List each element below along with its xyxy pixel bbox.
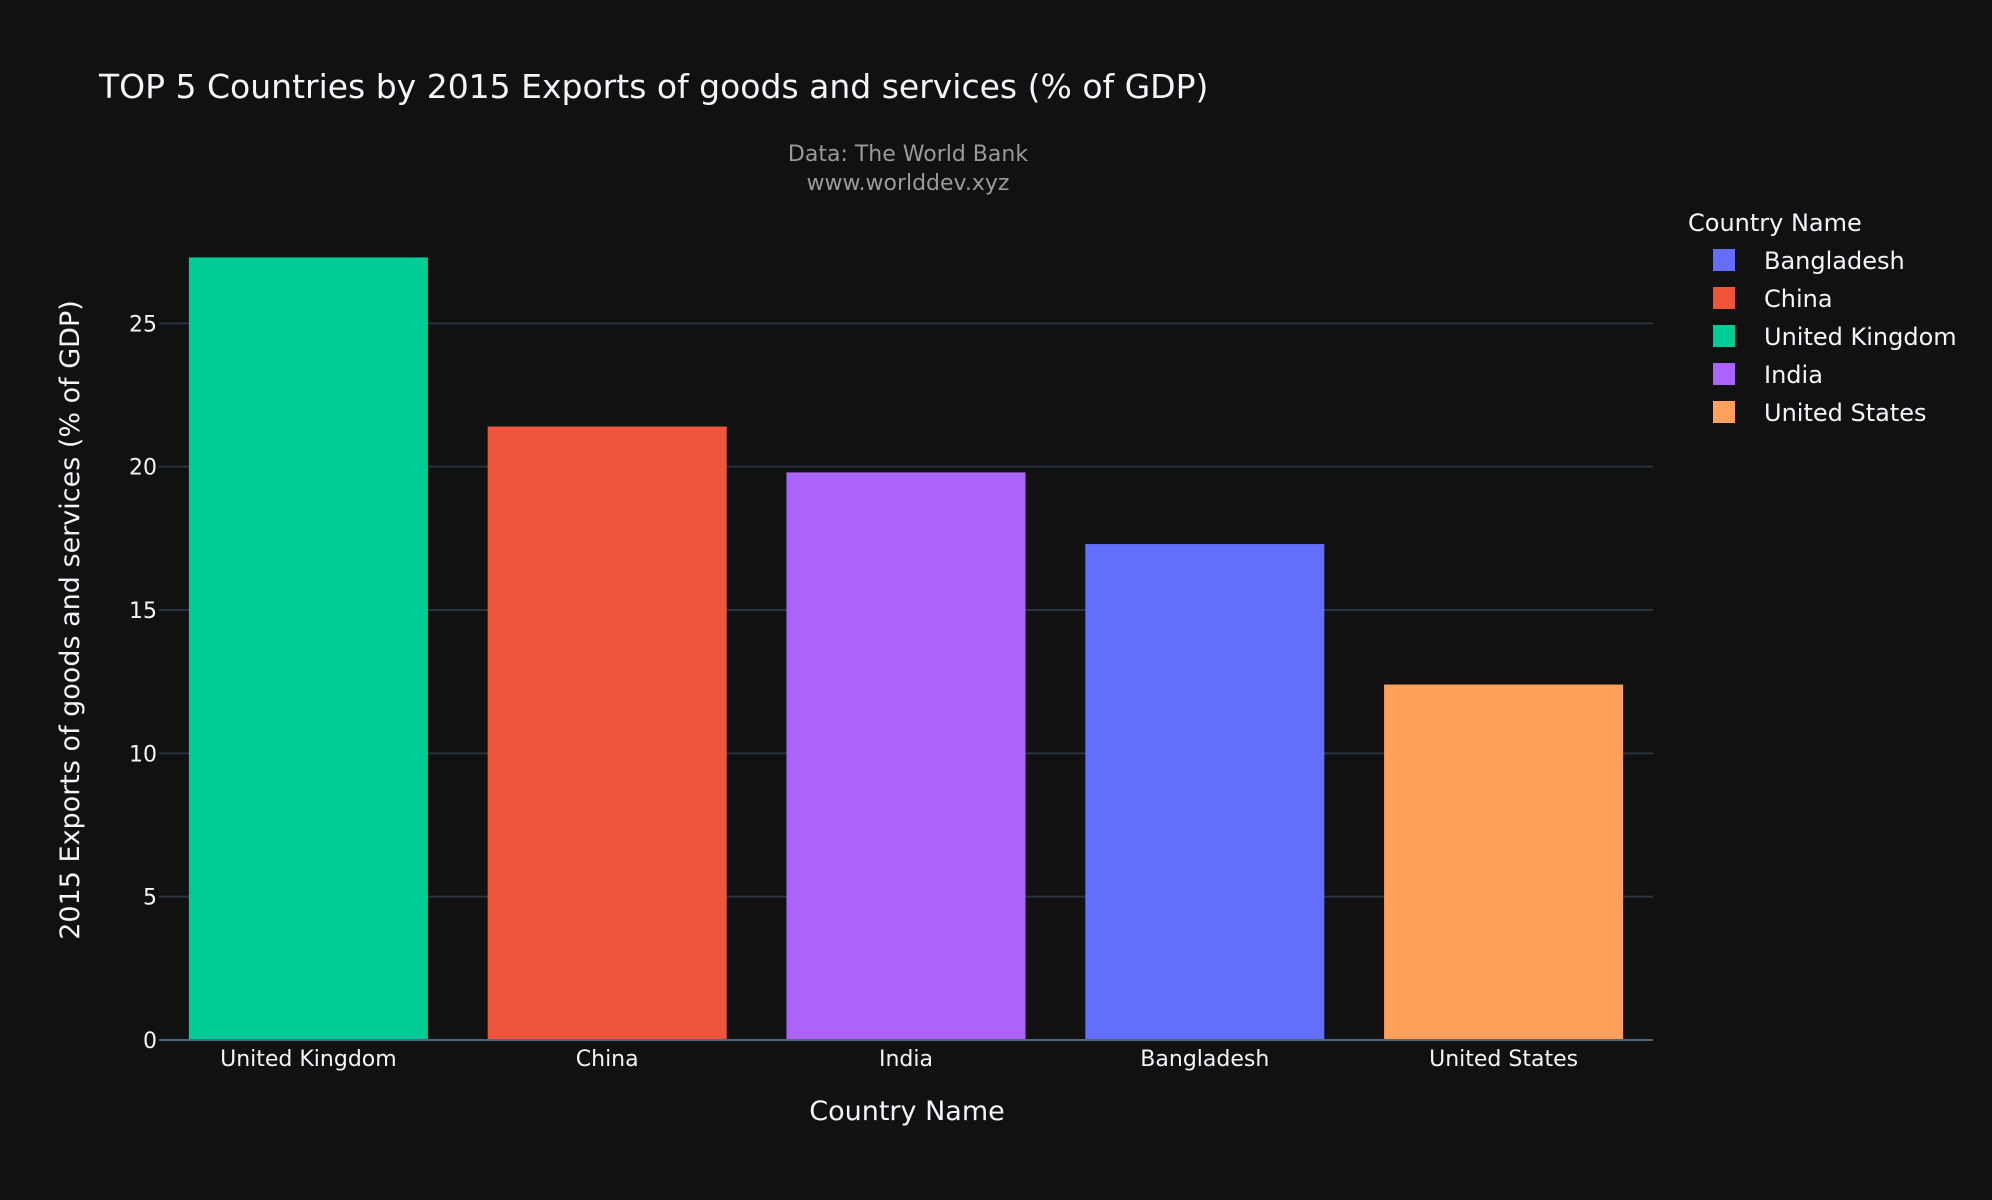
legend-item-label[interactable]: China [1764,285,1833,313]
x-tick-label: China [576,1047,639,1072]
legend-swatch [1713,401,1735,423]
legend-swatch [1713,325,1735,347]
x-axis-label: Country Name [809,1096,1005,1127]
bar-china[interactable] [487,426,727,1040]
chart-title: TOP 5 Countries by 2015 Exports of goods… [98,67,1208,106]
legend-item-label[interactable]: United Kingdom [1764,323,1957,351]
legend-title: Country Name [1688,209,1862,237]
legend-swatch [1713,249,1735,271]
x-tick-label: United Kingdom [220,1047,397,1072]
y-tick-label: 5 [143,886,157,911]
y-axis-label: 2015 Exports of goods and services (% of… [55,300,86,940]
legend-swatch [1713,363,1735,385]
legend-item-label[interactable]: India [1764,361,1823,389]
legend-item-label[interactable]: Bangladesh [1764,247,1905,275]
legend: Country Name Bangladesh China United Kingd… [1688,209,1957,427]
y-tick-label: 15 [129,599,157,624]
bar-bangladesh[interactable] [1085,544,1325,1040]
x-tick-label: Bangladesh [1140,1047,1269,1072]
y-tick-label: 25 [129,312,157,337]
bar-united-kingdom[interactable] [188,257,428,1040]
annotation-line-2: www.worlddev.xyz [807,171,1010,196]
annotation-line-1: Data: The World Bank [788,142,1028,167]
bar-united-states[interactable] [1384,684,1624,1040]
bars-group [188,257,1624,1040]
legend-swatch [1713,287,1735,309]
y-tick-label: 0 [143,1029,157,1054]
legend-item-label[interactable]: United States [1764,399,1927,427]
y-tick-labels: 0 5 10 15 20 25 [129,312,157,1054]
x-tick-label: India [879,1047,933,1072]
x-tick-labels: United Kingdom China India Bangladesh United… [220,1047,1578,1072]
y-tick-label: 10 [129,742,157,767]
y-tick-label: 20 [129,456,157,481]
bar-india[interactable] [786,472,1026,1040]
x-tick-label: United States [1429,1047,1578,1072]
